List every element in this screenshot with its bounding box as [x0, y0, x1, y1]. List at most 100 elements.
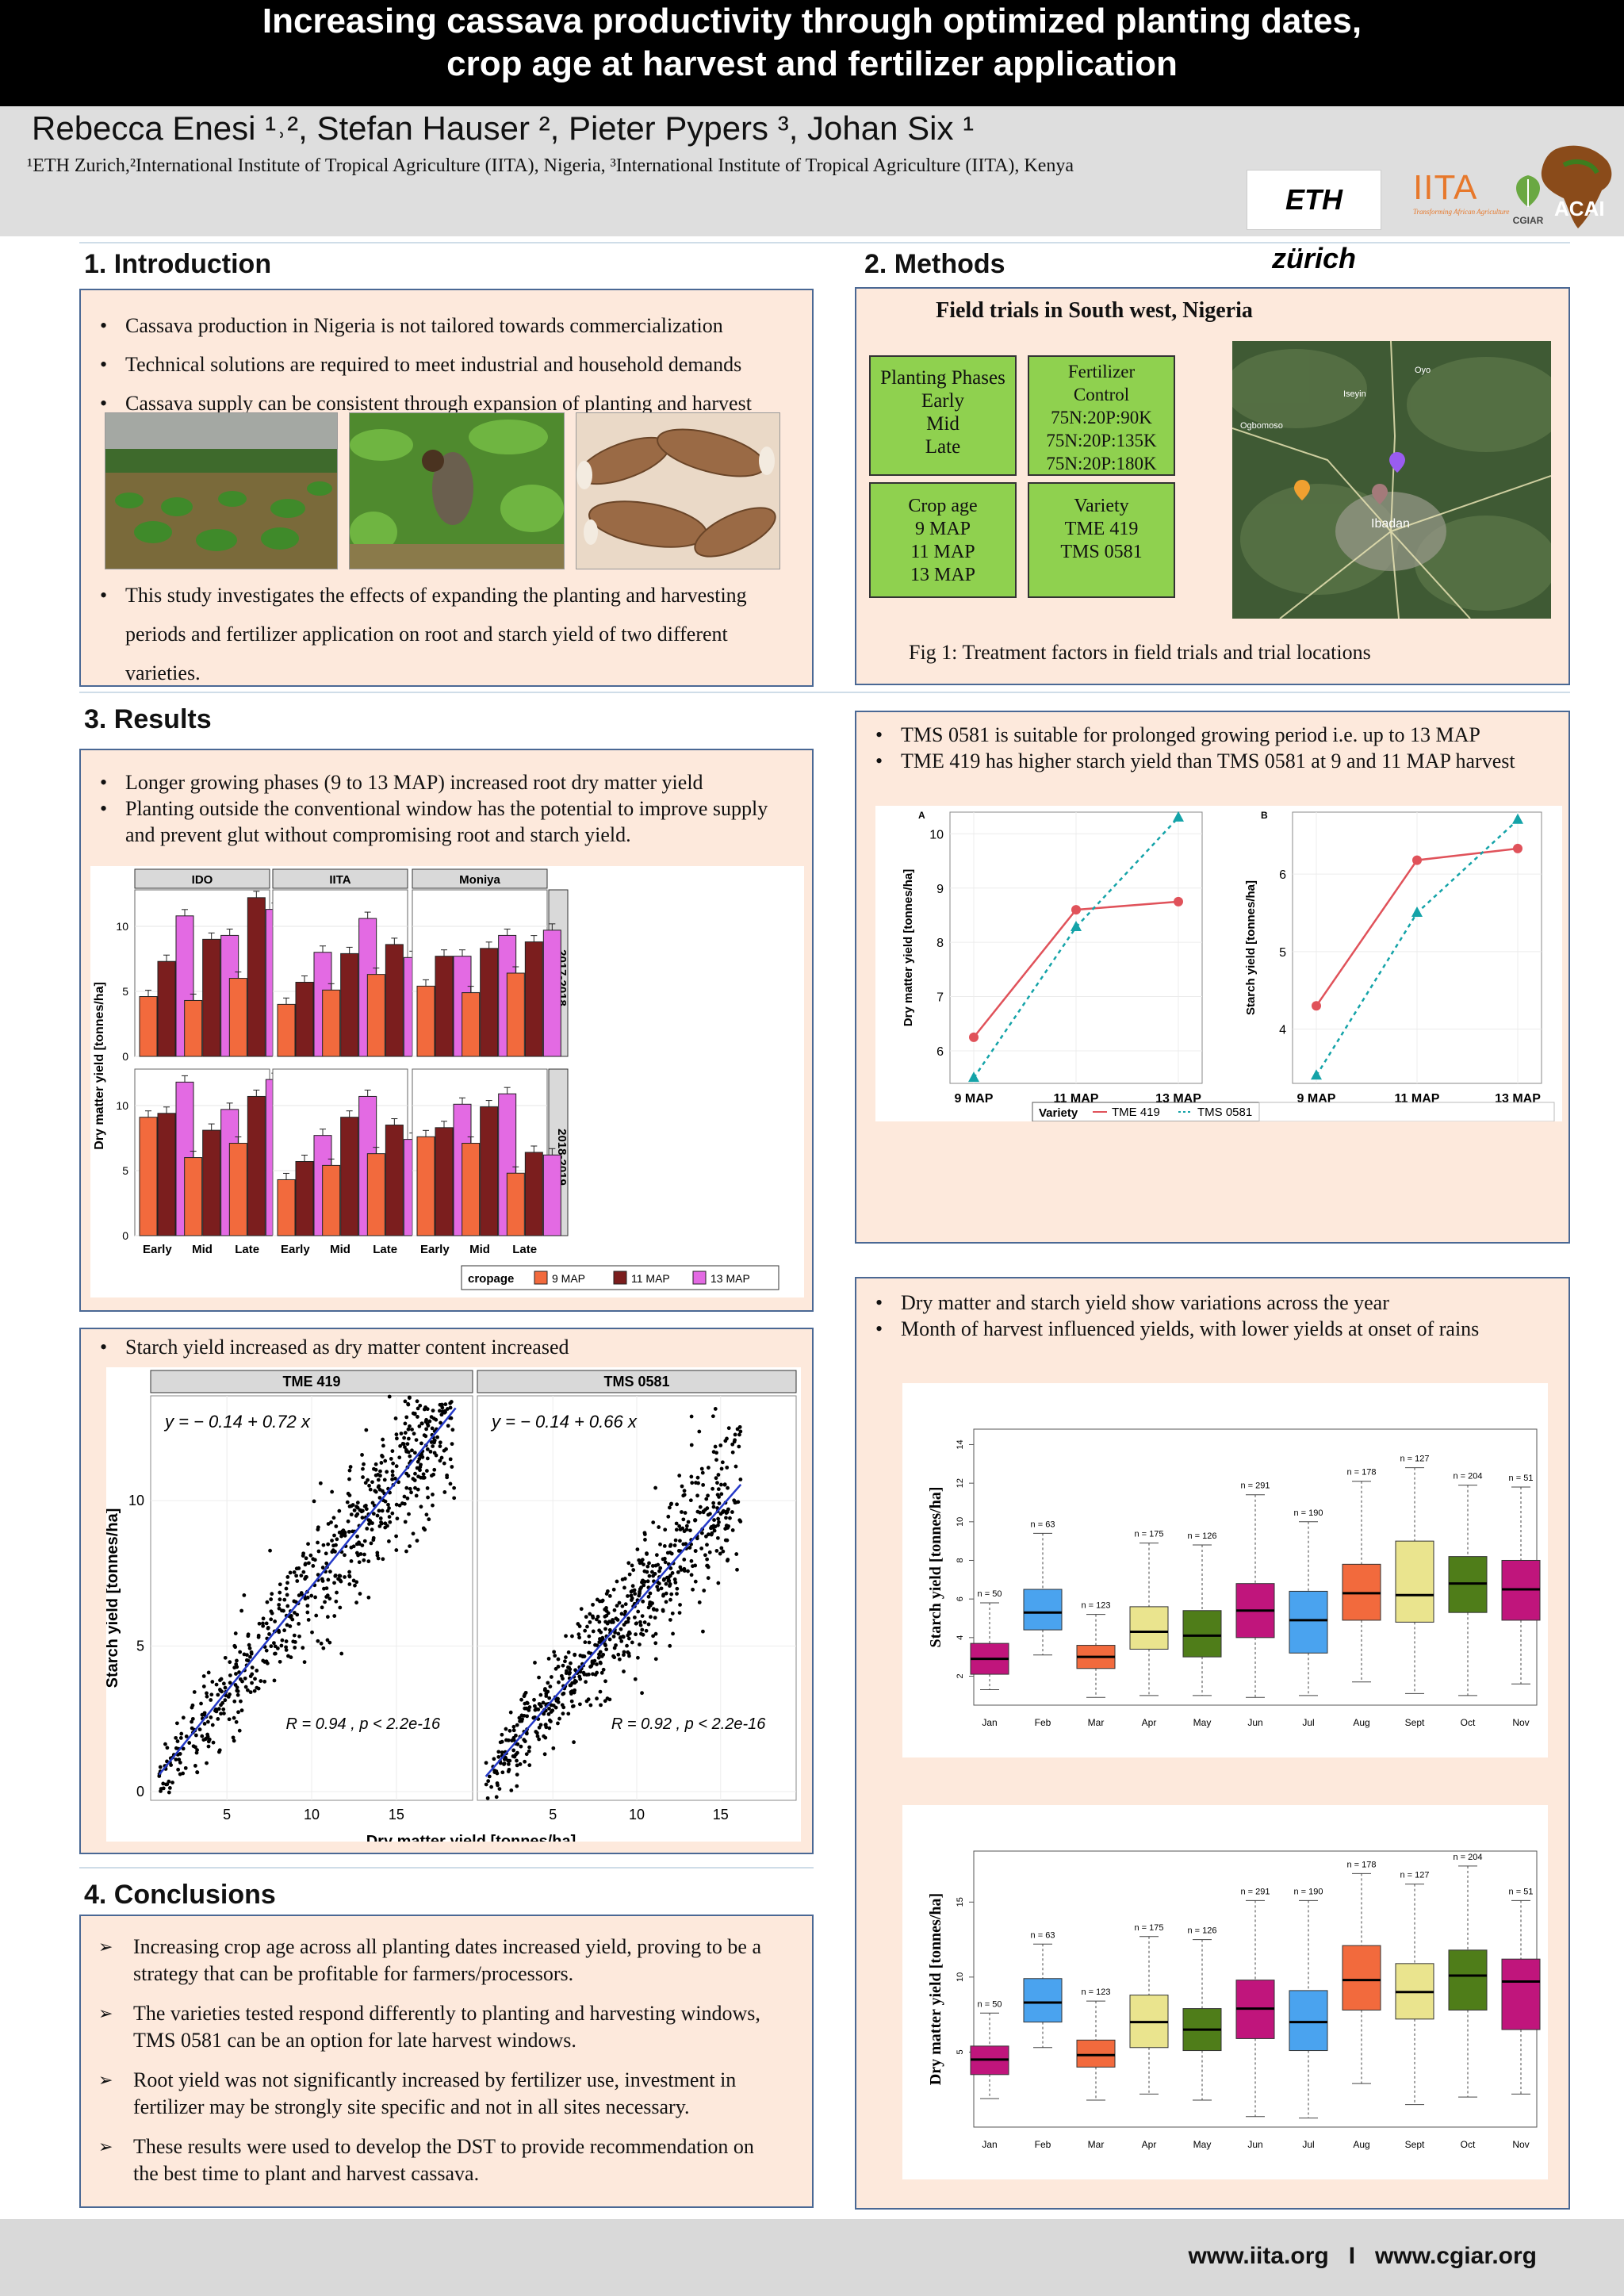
- data-point: [525, 1714, 530, 1719]
- tick-label: 0: [122, 1050, 128, 1063]
- sample-size: n = 50: [978, 1999, 1002, 2009]
- data-point: [448, 1401, 453, 1405]
- data-point: [1174, 896, 1183, 907]
- data-point: [219, 1711, 223, 1716]
- data-point: [713, 1407, 718, 1411]
- data-point: [681, 1542, 686, 1547]
- data-point: [626, 1619, 630, 1624]
- data-point: [607, 1594, 612, 1598]
- data-point: [506, 1769, 511, 1773]
- data-point: [397, 1455, 402, 1460]
- data-point: [370, 1480, 374, 1485]
- data-point: [705, 1563, 710, 1568]
- data-point: [515, 1773, 519, 1777]
- data-point: [223, 1685, 228, 1690]
- data-point: [663, 1527, 668, 1532]
- data-point: [642, 1583, 646, 1588]
- data-point: [351, 1578, 356, 1583]
- data-point: [261, 1621, 265, 1626]
- data-point: [331, 1516, 336, 1520]
- data-point: [522, 1713, 527, 1718]
- data-point: [680, 1510, 684, 1514]
- data-point: [299, 1573, 304, 1578]
- data-point: [561, 1663, 565, 1668]
- data-point: [726, 1485, 730, 1490]
- conclusion-line: strategy that can be profitable for farm…: [133, 1962, 574, 1985]
- month-label: Feb: [1035, 1717, 1051, 1728]
- data-point: [418, 1468, 422, 1473]
- data-point: [354, 1504, 358, 1508]
- month-label: Jul: [1302, 2139, 1314, 2150]
- footer-links[interactable]: www.iita.org I www.cgiar.org: [1188, 2243, 1537, 2269]
- data-point: [398, 1443, 403, 1448]
- data-point: [379, 1461, 384, 1465]
- data-point: [605, 1696, 610, 1700]
- data-point: [167, 1779, 171, 1784]
- data-point: [538, 1692, 543, 1697]
- data-point: [199, 1701, 203, 1706]
- data-point: [261, 1658, 266, 1663]
- data-point: [546, 1657, 551, 1661]
- sample-size: n = 178: [1346, 1468, 1376, 1478]
- data-point: [424, 1417, 428, 1422]
- data-point: [284, 1586, 289, 1591]
- data-point: [668, 1581, 672, 1586]
- data-point: [591, 1602, 595, 1607]
- data-point: [228, 1660, 232, 1665]
- data-point: [360, 1453, 364, 1457]
- data-point: [572, 1740, 576, 1745]
- data-point: [261, 1616, 266, 1621]
- data-point: [319, 1641, 324, 1646]
- data-point: [615, 1579, 619, 1584]
- data-point: [492, 1757, 496, 1761]
- sample-size: n = 291: [1240, 1887, 1270, 1896]
- data-point: [519, 1719, 524, 1723]
- data-point: [223, 1655, 228, 1660]
- data-point: [519, 1744, 523, 1749]
- month-label: Mar: [1088, 2139, 1105, 2150]
- data-point: [563, 1659, 567, 1664]
- bullet-line: and prevent glut without compromising ro…: [125, 823, 631, 846]
- data-point: [377, 1508, 381, 1513]
- data-point: [614, 1616, 619, 1621]
- data-point: [343, 1575, 347, 1579]
- data-point: [518, 1762, 523, 1766]
- data-point: [284, 1648, 289, 1652]
- data-point: [278, 1582, 282, 1587]
- data-point: [705, 1543, 709, 1547]
- data-point: [267, 1632, 271, 1636]
- data-point: [295, 1579, 300, 1583]
- bar: [416, 1136, 435, 1236]
- data-point: [393, 1416, 398, 1420]
- data-point: [723, 1439, 728, 1443]
- data-point: [292, 1599, 297, 1604]
- data-point: [688, 1528, 692, 1533]
- data-point: [601, 1667, 606, 1672]
- data-point: [240, 1679, 244, 1684]
- data-point: [677, 1611, 682, 1616]
- data-point: [676, 1570, 680, 1574]
- tick-label: 10: [116, 920, 128, 933]
- data-point: [165, 1782, 170, 1787]
- data-point: [193, 1764, 197, 1768]
- data-point: [216, 1692, 220, 1697]
- data-point: [272, 1678, 277, 1683]
- data-point: [500, 1770, 505, 1775]
- data-point: [216, 1707, 221, 1711]
- data-point: [246, 1634, 251, 1639]
- data-point: [292, 1570, 297, 1574]
- data-point: [174, 1735, 178, 1740]
- data-point: [294, 1573, 299, 1578]
- data-point: [268, 1548, 272, 1553]
- data-point: [191, 1744, 196, 1749]
- result-bullet: Month of harvest influenced yields, with…: [861, 1316, 1479, 1342]
- data-point: [497, 1787, 502, 1791]
- data-point: [657, 1581, 661, 1586]
- data-point: [255, 1685, 259, 1690]
- data-point: [418, 1403, 423, 1408]
- sample-size: n = 178: [1346, 1860, 1376, 1869]
- starch-vs-dm-scatter: TME 419 0 5 10 5 10 15 y = − 0.14 + 0.72 x R = 0…: [106, 1367, 801, 1842]
- data-point: [375, 1553, 380, 1558]
- data-point: [668, 1597, 672, 1602]
- data-point: [500, 1739, 504, 1744]
